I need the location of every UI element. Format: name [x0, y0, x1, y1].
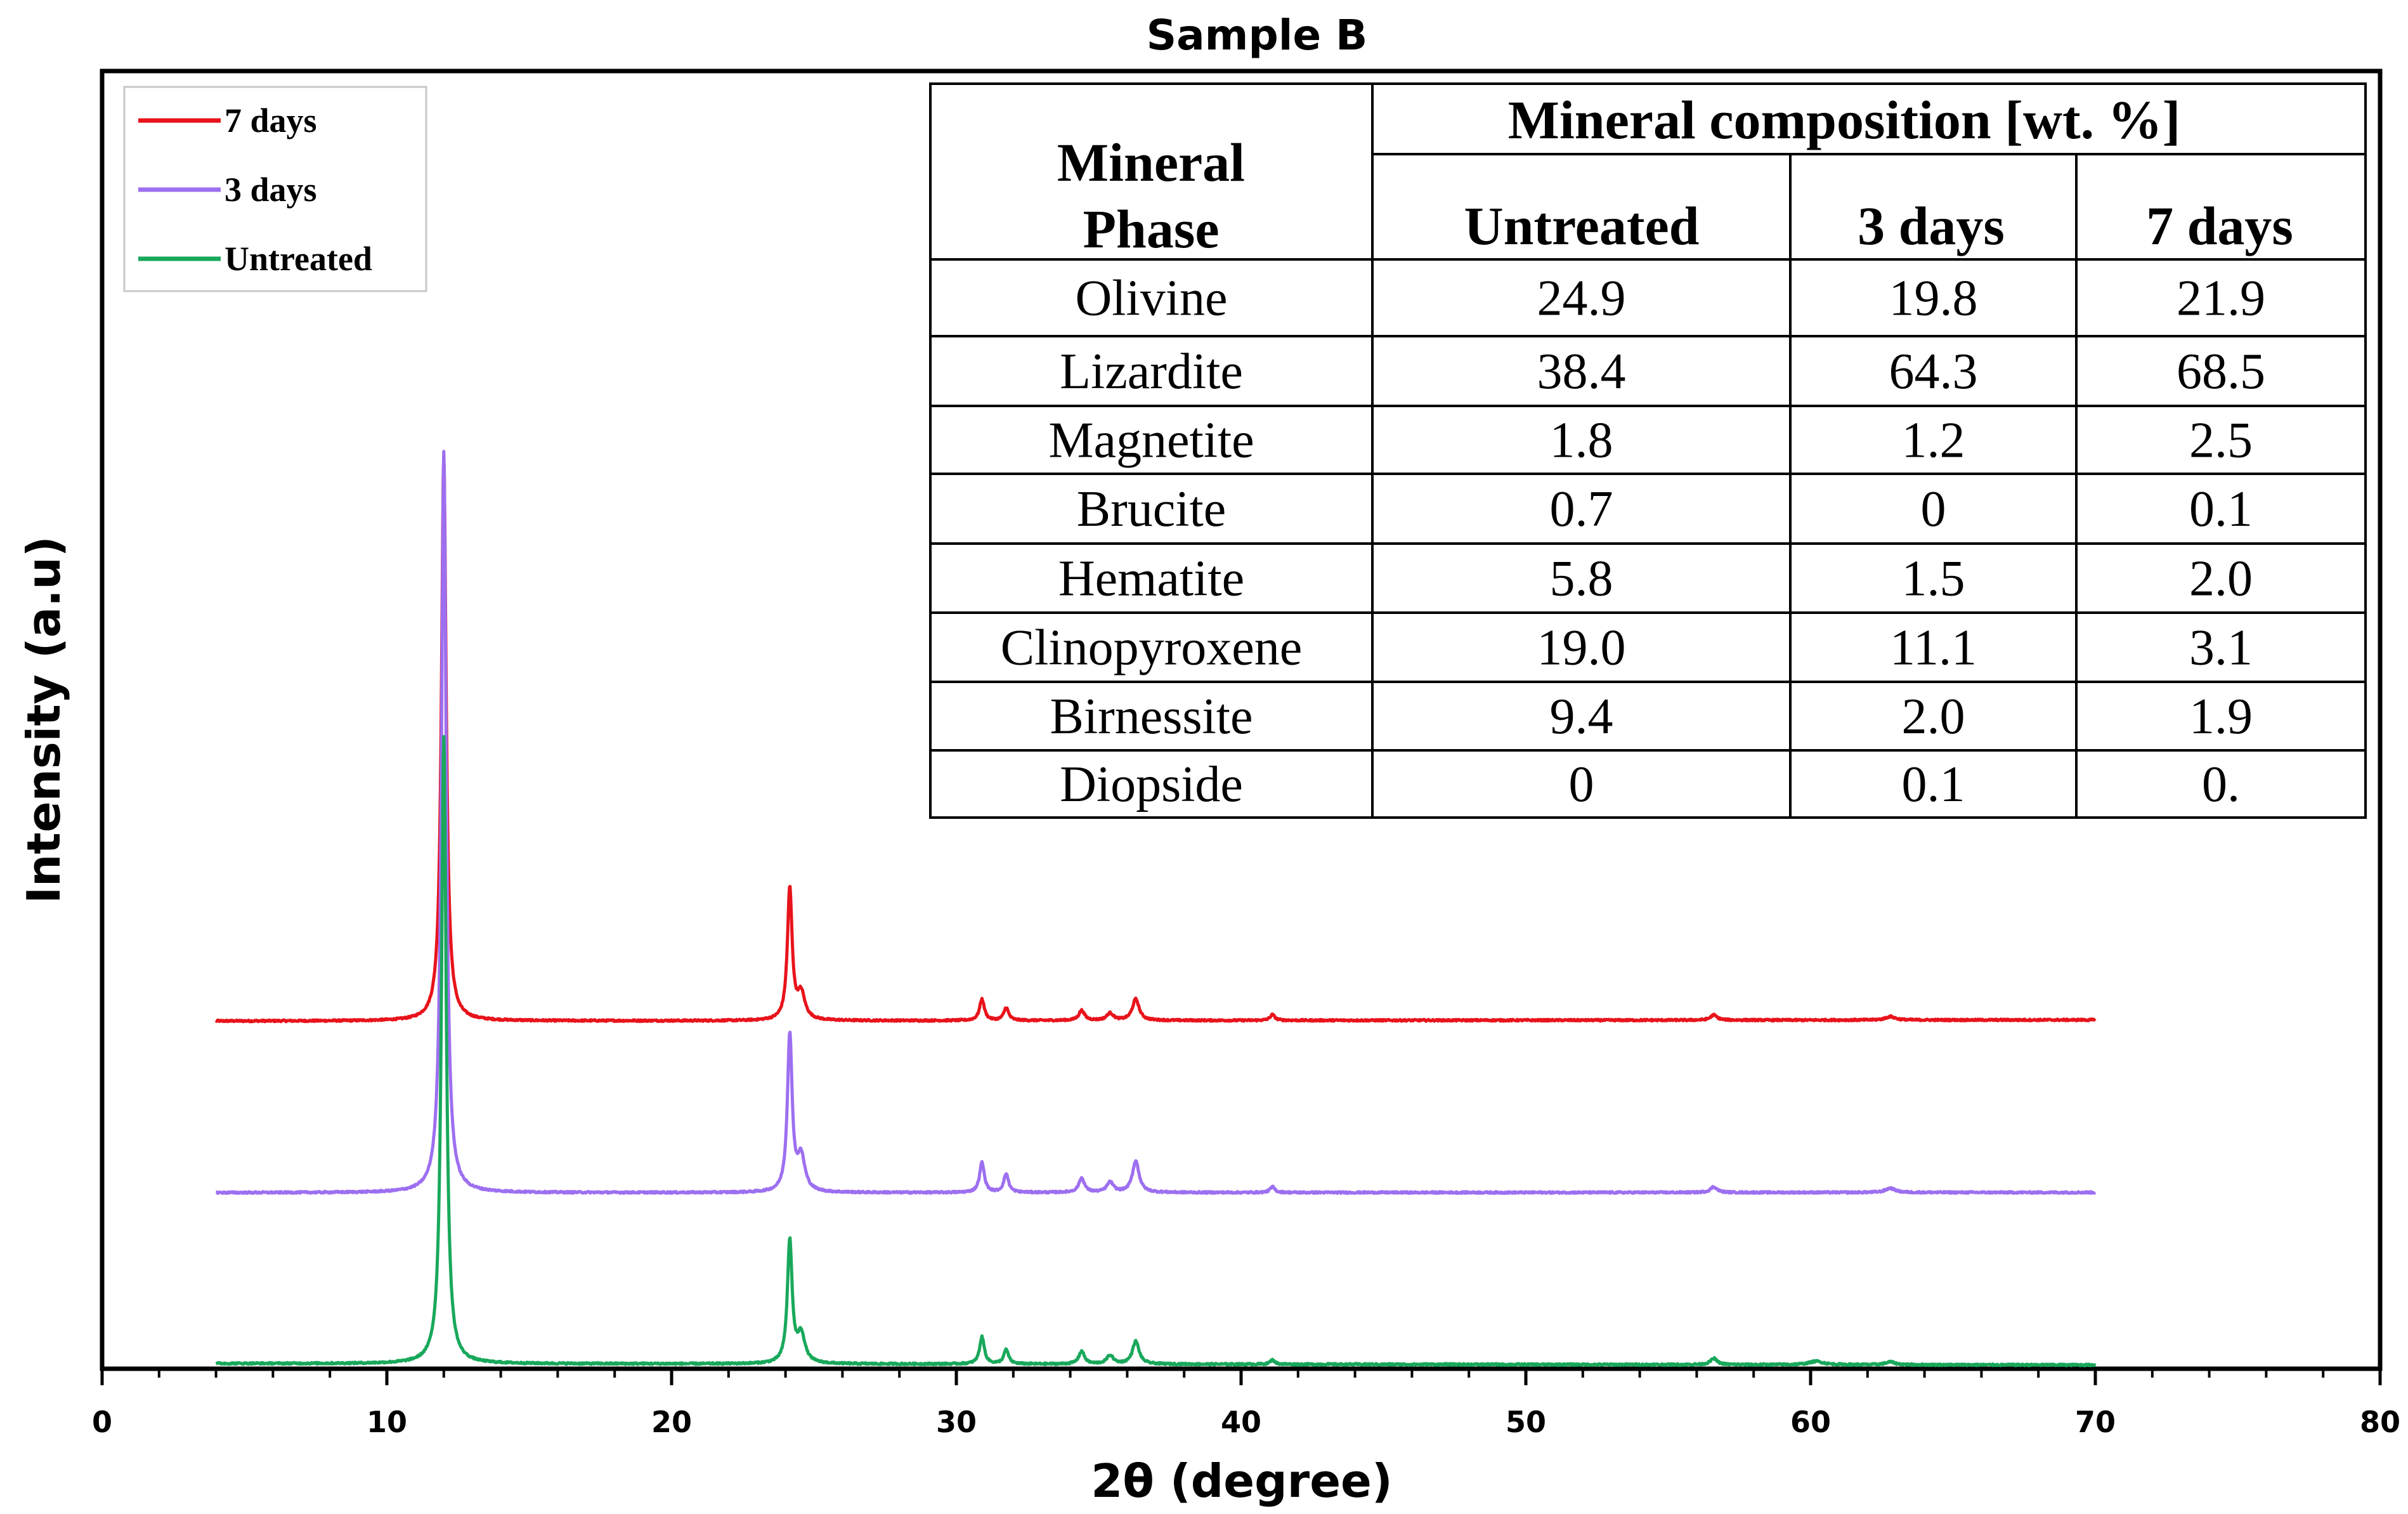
- table-cell-phase: Clinopyroxene: [1001, 620, 1302, 676]
- table-cell-value: 24.9: [1537, 271, 1626, 327]
- table-row: Lizardite 38.4 64.3 68.5: [1060, 344, 2265, 400]
- series-7-days: [214, 454, 2097, 1024]
- table-cell-value: 11.1: [1890, 620, 1977, 676]
- x-axis-label: 2θ (degree): [1091, 1454, 1393, 1508]
- table-cell-value: 19.0: [1537, 620, 1626, 676]
- legend-label-7-days: 7 days: [225, 101, 317, 140]
- x-major-ticks: [100, 1369, 2382, 1385]
- x-tick-label: 50: [1506, 1405, 1546, 1439]
- table-cell-value: 68.5: [2177, 344, 2265, 400]
- table-row: Clinopyroxene 19.0 11.1 3.1: [1001, 620, 2253, 676]
- table-row: Magnetite 1.8 1.2 2.5: [1048, 413, 2253, 469]
- y-axis-label: Intensity (a.u): [17, 536, 70, 904]
- table-cell-value: 0.1: [2189, 481, 2253, 537]
- table-cell-phase: Olivine: [1076, 271, 1228, 327]
- table-row: Hematite 5.8 1.5 2.0: [1058, 551, 2253, 607]
- x-tick-label: 80: [2360, 1405, 2400, 1439]
- table-cell-value: 0: [1569, 757, 1594, 812]
- table-cell-phase: Brucite: [1077, 481, 1226, 537]
- table-cell-value: 64.3: [1889, 344, 1978, 400]
- table-cell-value: 1.2: [1902, 413, 1965, 469]
- x-tick-label: 0: [92, 1405, 112, 1439]
- table-cell-value: 1.8: [1550, 413, 1613, 469]
- table-row: Brucite 0.7 0 0.1: [1077, 481, 2253, 537]
- x-tick-label: 40: [1221, 1405, 1261, 1439]
- table-header-3-days: 3 days: [1858, 195, 2005, 256]
- series-3-days: [215, 450, 2097, 1195]
- table-cell-value: 3.1: [2189, 620, 2253, 676]
- table-cell-value: 9.4: [1550, 689, 1613, 745]
- legend: 7 days 3 days Untreated: [123, 86, 427, 292]
- table-cell-phase: Lizardite: [1060, 344, 1243, 400]
- inset-table-rows: Olivine 24.9 19.8 21.9 Lizardite 38.4 64.3 68.5…: [1001, 271, 2265, 813]
- table-cell-value: 38.4: [1537, 344, 1626, 400]
- legend-label-untreated: Untreated: [225, 240, 372, 278]
- x-tick-label: 10: [367, 1405, 407, 1439]
- table-header-mineral: Mineral: [1057, 132, 1245, 193]
- x-tick-label: 70: [2075, 1405, 2116, 1439]
- table-header-composition: Mineral composition [wt. %]: [1508, 89, 2181, 150]
- table-cell-value: 1.9: [2189, 689, 2253, 745]
- x-minor-ticks: [157, 1369, 2325, 1378]
- table-cell-phase: Magnetite: [1048, 413, 1254, 469]
- table-cell-value: 19.8: [1889, 271, 1978, 327]
- x-tick-label: 20: [651, 1405, 692, 1439]
- table-cell-value: 0: [1921, 481, 1946, 537]
- table-cell-value: 5.8: [1550, 551, 1613, 607]
- table-header-phase: Phase: [1083, 199, 1220, 259]
- x-tick-label: 60: [1790, 1405, 1831, 1439]
- table-cell-value: 0.: [2202, 757, 2240, 812]
- inset-table-gridlines: [930, 84, 2366, 818]
- table-header-7-days: 7 days: [2146, 195, 2293, 256]
- table-cell-value: 2.0: [1902, 689, 1965, 745]
- legend-label-3-days: 3 days: [225, 171, 317, 209]
- table-row: Birnessite 9.4 2.0 1.9: [1050, 689, 2253, 745]
- x-tick-labels: 0 10 20 30 40 50 60 70 80: [92, 1405, 2400, 1439]
- series-untreated: [215, 734, 2097, 1367]
- series-group: [214, 450, 2097, 1367]
- x-tick-label: 30: [936, 1405, 977, 1439]
- table-cell-value: 2.5: [2189, 413, 2253, 469]
- inset-table-frame: [929, 82, 2367, 819]
- table-row: Diopside 0 0.1 0.: [1060, 757, 2240, 812]
- table-cell-value: 1.5: [1902, 551, 1965, 607]
- table-cell-value: 2.0: [2189, 551, 2253, 607]
- table-cell-value: 21.9: [2177, 271, 2265, 327]
- table-row: Olivine 24.9 19.8 21.9: [1076, 271, 2265, 327]
- table-cell-value: 0.1: [1902, 757, 1965, 812]
- chart-title: Sample B: [1147, 11, 1368, 60]
- table-cell-phase: Diopside: [1060, 757, 1243, 812]
- table-cell-value: 0.7: [1550, 481, 1613, 537]
- table-cell-phase: Hematite: [1058, 551, 1244, 607]
- table-header-untreated: Untreated: [1464, 195, 1699, 256]
- inset-table: Mineral Phase Mineral composition [wt. %…: [929, 82, 2367, 819]
- table-cell-phase: Birnessite: [1050, 689, 1253, 745]
